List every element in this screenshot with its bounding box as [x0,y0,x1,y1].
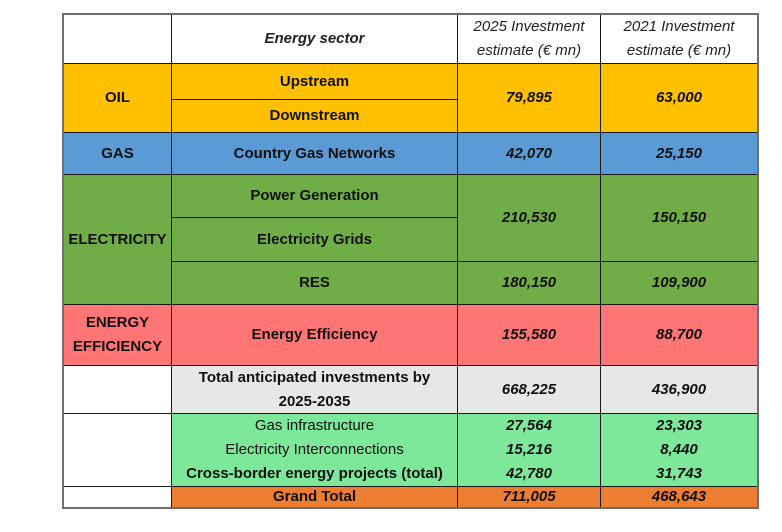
total-2021: 436,900 [601,366,757,414]
electricity-interconnections-2025: 15,216 [506,441,552,458]
header-sector: Energy sector [172,15,458,64]
oil-2021-value: 63,000 [656,89,702,106]
header-sector-label: Energy sector [264,30,365,47]
crossborder-2025: 27,564 15,216 42,780 [458,414,601,487]
sub-res: RES [172,262,458,305]
sub-electricity-grids-label: Electricity Grids [256,230,373,248]
category-oil: OIL [64,64,172,133]
investment-table: Energy sector 2025 Investment estimate (… [62,13,759,509]
grand-total-text: Grand Total [272,488,357,505]
sub-electricity-grids: Electricity Grids [172,218,458,262]
total-label-line2: 2025-2035 [278,392,351,410]
res-2021-value: 109,900 [651,274,707,291]
grand-2021: 468,643 [601,487,757,507]
gas-2021: 25,150 [601,133,757,175]
category-electricity-label: ELECTRICITY [68,230,167,248]
sub-downstream-label: Downstream [269,107,360,124]
sub-upstream-label: Upstream [279,72,350,90]
gas-2021-value: 25,150 [656,144,702,162]
crossborder-total-2025: 42,780 [506,465,552,482]
efficiency-2025: 155,580 [458,305,601,366]
crossborder-labels: Gas infrastructure Electricity Interconn… [172,414,458,487]
crossborder-2021: 23,303 8,440 31,743 [601,414,757,487]
gas-infrastructure-2021: 23,303 [656,417,702,434]
sub-energy-efficiency-label: Energy Efficiency [251,326,378,343]
header-2025-line1: 2025 Investment [473,18,585,35]
total-2021-value: 436,900 [651,380,707,398]
header-2025: 2025 Investment estimate (€ mn) [458,15,601,64]
res-2025: 180,150 [458,262,601,305]
category-ee-line2: EFFICIENCY [72,338,163,355]
header-2021: 2021 Investment estimate (€ mn) [601,15,757,64]
sub-power-generation-label: Power Generation [250,187,379,204]
electricity-2025-a: 210,530 [458,175,601,262]
header-2025-line2: estimate (€ mn) [476,42,582,59]
electricity-2025-a-value: 210,530 [501,209,557,226]
total-empty-cell [64,366,172,414]
category-ee-line1: ENERGY [85,314,150,331]
header-2021-line2: estimate (€ mn) [626,42,732,59]
total-anticipated-label: Total anticipated investments by 2025-20… [172,366,458,414]
oil-2021: 63,000 [601,64,757,133]
grand-total-label: Grand Total [172,487,458,507]
header-empty-cell [64,15,172,64]
category-oil-label: OIL [105,89,130,106]
oil-2025: 79,895 [458,64,601,133]
total-label-line1: Total anticipated investments by [198,368,431,386]
electricity-interconnections-label: Electricity Interconnections [225,441,404,458]
sub-res-label: RES [299,274,330,291]
category-electricity: ELECTRICITY [64,175,172,305]
gas-infrastructure-2025: 27,564 [506,417,552,434]
crossborder-total-label: Cross-border energy projects (total) [186,465,443,482]
electricity-interconnections-2021: 8,440 [660,441,698,458]
sub-energy-efficiency: Energy Efficiency [172,305,458,366]
category-gas: GAS [64,133,172,175]
efficiency-2021: 88,700 [601,305,757,366]
electricity-2021-a-value: 150,150 [651,209,707,226]
sub-country-gas-networks-label: Country Gas Networks [233,144,396,162]
efficiency-2025-value: 155,580 [501,326,557,343]
category-gas-label: GAS [101,144,134,162]
grand-2025: 711,005 [458,487,601,507]
electricity-2021-a: 150,150 [601,175,757,262]
sub-country-gas-networks: Country Gas Networks [172,133,458,175]
total-2025-value: 668,225 [501,380,557,398]
crossborder-empty-cell [64,414,172,487]
header-2021-line1: 2021 Investment [623,18,735,35]
grand-2025-value: 711,005 [502,488,556,505]
efficiency-2021-value: 88,700 [656,326,702,343]
sub-power-generation: Power Generation [172,175,458,218]
gas-2025-value: 42,070 [506,144,552,162]
category-energy-efficiency: ENERGY EFFICIENCY [64,305,172,366]
gas-infrastructure-label: Gas infrastructure [254,417,375,434]
crossborder-total-2021: 31,743 [656,465,702,482]
gas-2025: 42,070 [458,133,601,175]
grand-2021-value: 468,643 [651,488,707,505]
res-2025-value: 180,150 [501,274,557,291]
sub-upstream: Upstream [172,64,458,100]
sub-downstream: Downstream [172,100,458,133]
grand-empty-cell [64,487,172,507]
total-2025: 668,225 [458,366,601,414]
oil-2025-value: 79,895 [506,89,552,106]
res-2021: 109,900 [601,262,757,305]
